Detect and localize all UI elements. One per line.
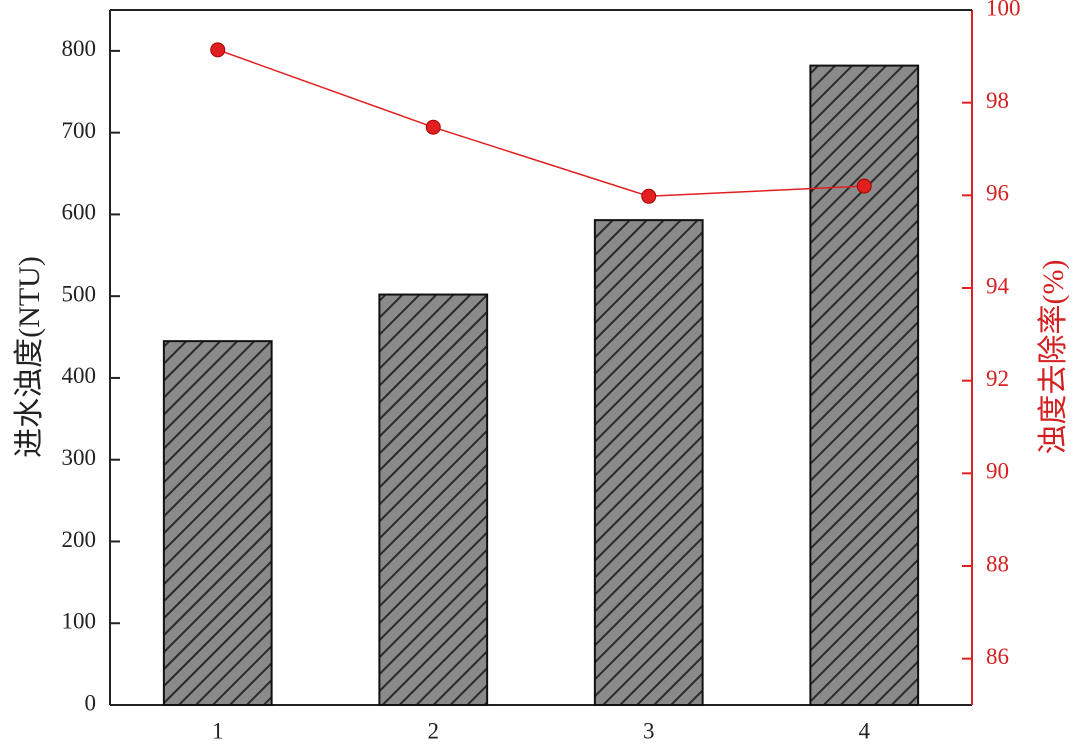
x-tick-label: 1 [212,718,224,743]
point [210,42,226,58]
y2-tick-label: 96 [986,181,1009,206]
bar [809,64,920,707]
y2-tick-label: 92 [986,366,1009,391]
y2-tick-label: 100 [986,0,1021,20]
y-tick-label: 700 [62,118,97,143]
y2-tick-label: 94 [986,273,1010,298]
x-tick-label: 2 [428,718,440,743]
point [856,178,872,194]
y-tick-label: 0 [85,690,97,715]
y-axis-label: 进水浊度(NTU) [13,256,46,458]
y2-axis-label: 浊度去除率(%) [1037,260,1070,455]
y2-tick-label: 98 [986,88,1009,113]
bar [162,340,273,706]
x-tick-label: 4 [859,718,871,743]
y-tick-label: 600 [62,200,97,225]
point [425,119,441,135]
y2-tick-label: 88 [986,551,1009,576]
y-tick-label: 200 [62,527,97,552]
line [217,49,865,198]
y-tick-label: 400 [62,363,97,388]
bar [378,293,489,706]
y2-tick-label: 86 [986,644,1009,669]
y-tick-label: 100 [62,609,97,634]
y-tick-label: 800 [62,36,97,61]
y-tick-label: 300 [62,445,97,470]
bar [593,219,704,707]
x-tick-label: 3 [643,718,655,743]
y2-tick-label: 90 [986,459,1009,484]
y-tick-label: 500 [62,281,97,306]
point [641,188,657,204]
